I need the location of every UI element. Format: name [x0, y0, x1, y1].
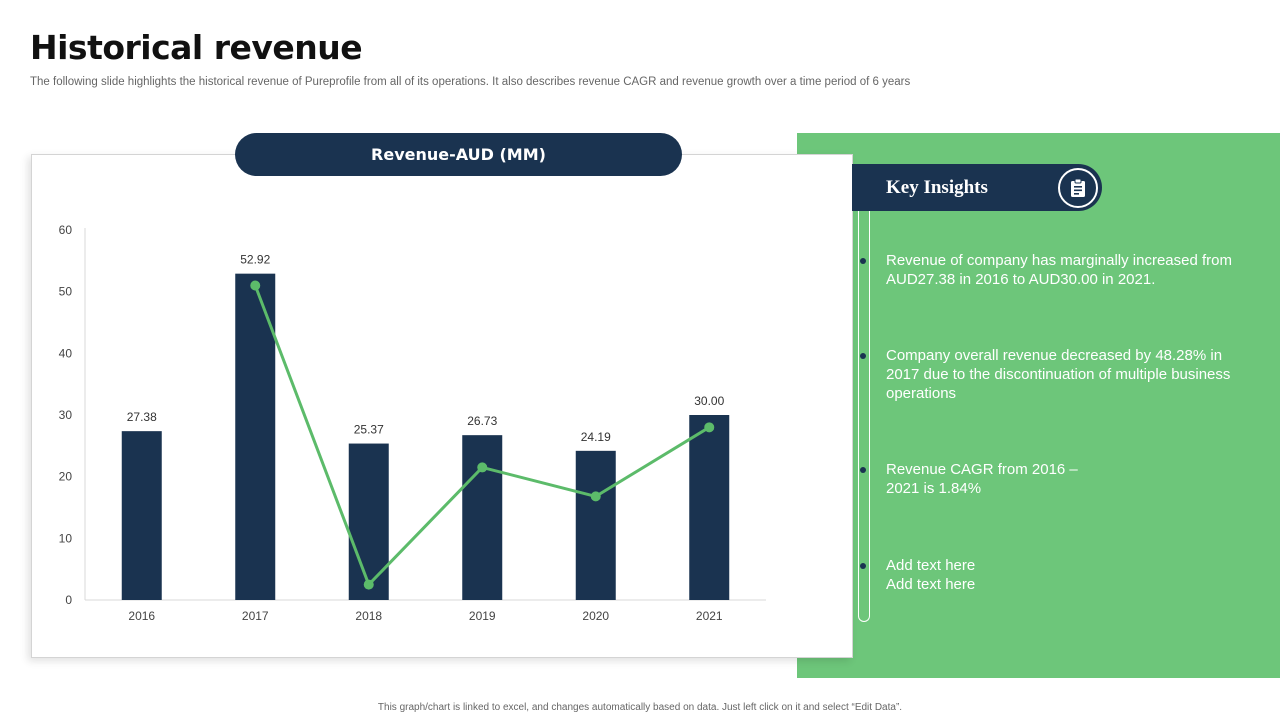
- page-subtitle: The following slide highlights the histo…: [30, 76, 911, 88]
- insight-item: Add text here Add text here: [886, 557, 976, 593]
- bar[interactable]: [689, 415, 730, 600]
- insight-bullet: [860, 258, 866, 264]
- revenue-chart[interactable]: 0 10 20 30 40 50 60 27.38 52.92 25.37 26.73 24.19 3…: [32, 155, 852, 657]
- bar-value-label: 24.19: [581, 430, 611, 444]
- y-tick-label: 40: [59, 346, 73, 360]
- insights-title: Key Insights: [886, 177, 988, 198]
- x-tick-label: 2018: [355, 609, 382, 623]
- y-tick-label: 50: [59, 285, 73, 299]
- trend-point: [590, 491, 601, 502]
- insight-bullet: [860, 353, 866, 359]
- page-title: Historical revenue: [30, 28, 363, 67]
- bar[interactable]: [575, 450, 616, 600]
- y-tick-label: 20: [59, 470, 73, 484]
- insights-background-panel: [797, 133, 1280, 678]
- insights-timeline: [858, 211, 870, 622]
- trend-point: [363, 579, 374, 590]
- insight-bullet: [860, 467, 866, 473]
- x-tick-label: 2021: [696, 609, 723, 623]
- x-tick-label: 2017: [242, 609, 269, 623]
- trend-point: [250, 280, 261, 291]
- bar-value-label: 52.92: [240, 253, 270, 267]
- x-tick-label: 2020: [582, 609, 609, 623]
- insight-item: Revenue CAGR from 2016 – 2021 is 1.84%: [886, 461, 1078, 497]
- insights-header: Key Insights: [852, 164, 1102, 211]
- bar-value-label: 30.00: [694, 394, 724, 408]
- bar[interactable]: [348, 443, 389, 600]
- bar-value-label: 26.73: [467, 414, 497, 428]
- chart-card[interactable]: 0 10 20 30 40 50 60 27.38 52.92 25.37 26.73 24.19 3…: [31, 154, 853, 658]
- footer-note: This graph/chart is linked to excel, and…: [377, 702, 903, 713]
- insight-item: Company overall revenue decreased by 48.…: [886, 347, 1231, 402]
- bar[interactable]: [121, 431, 162, 600]
- bar[interactable]: [235, 273, 276, 600]
- x-tick-label: 2019: [469, 609, 496, 623]
- trend-point: [477, 462, 488, 473]
- bar[interactable]: [462, 435, 503, 600]
- y-tick-label: 0: [65, 593, 72, 607]
- clipboard-icon: [1058, 168, 1098, 208]
- bar-value-label: 27.38: [127, 410, 157, 424]
- insight-bullet: [860, 563, 866, 569]
- x-tick-label: 2016: [128, 609, 155, 623]
- bar-value-label: 25.37: [354, 423, 384, 437]
- insight-item: Revenue of company has marginally increa…: [886, 252, 1233, 288]
- chart-title-pill: Revenue-AUD (MM): [235, 133, 682, 176]
- y-tick-label: 60: [59, 223, 73, 237]
- y-tick-label: 30: [59, 408, 73, 422]
- trend-point: [704, 422, 715, 433]
- y-tick-label: 10: [59, 531, 73, 545]
